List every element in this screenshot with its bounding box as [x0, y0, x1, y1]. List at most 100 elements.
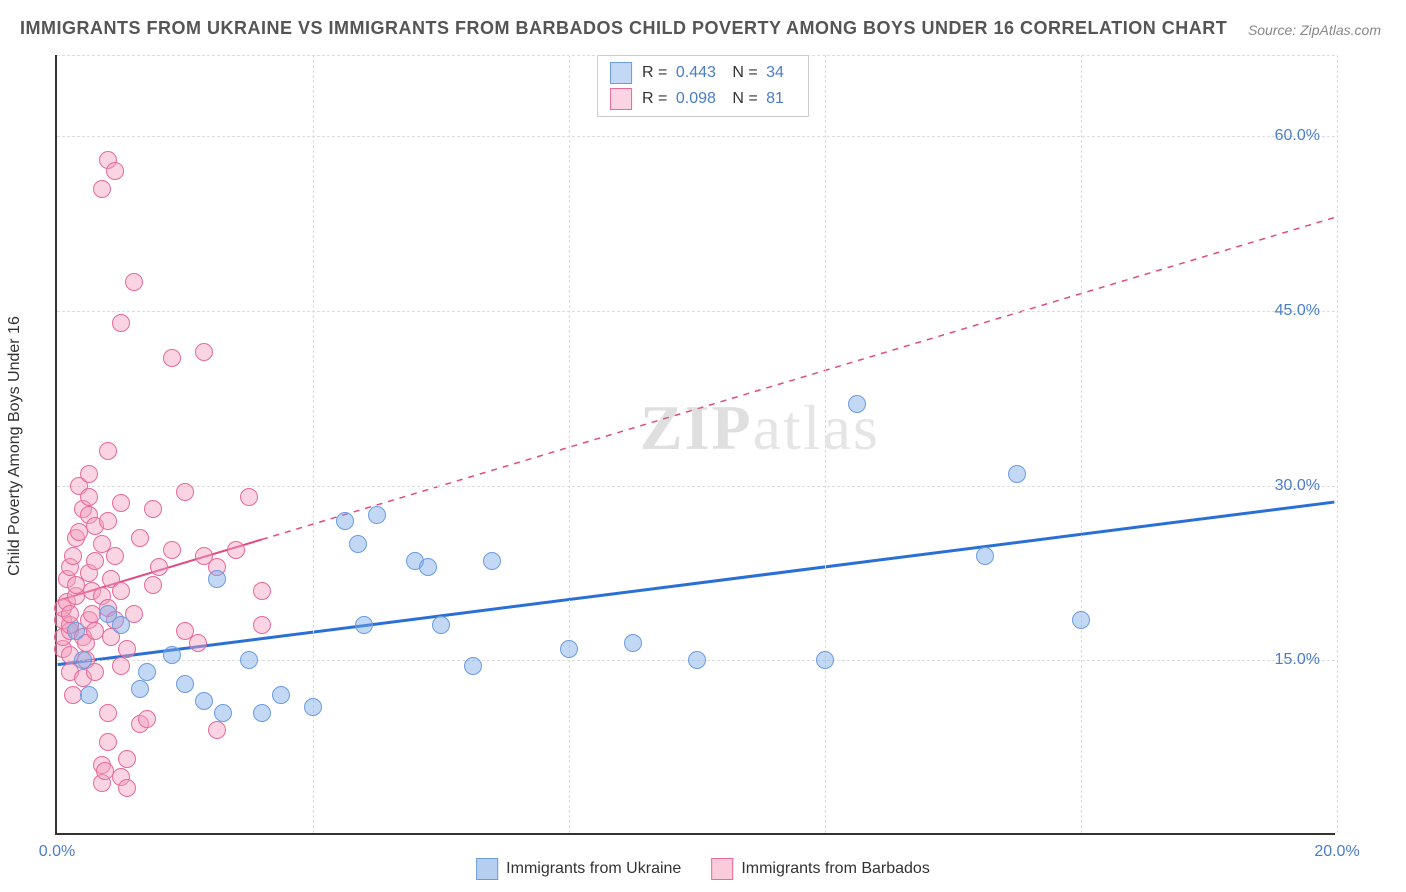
correlation-legend: R = 0.443 N = 34 R = 0.098 N = 81: [597, 55, 809, 117]
scatter-point: [80, 488, 98, 506]
scatter-point: [64, 547, 82, 565]
scatter-point: [112, 494, 130, 512]
scatter-point: [74, 651, 92, 669]
gridline-horizontal: [57, 136, 1335, 137]
trend-line-solid: [58, 502, 1335, 665]
gridline-horizontal: [57, 486, 1335, 487]
scatter-point: [464, 657, 482, 675]
y-axis-label: Child Poverty Among Boys Under 16: [6, 316, 24, 576]
scatter-point: [99, 733, 117, 751]
scatter-point: [304, 698, 322, 716]
scatter-point: [253, 582, 271, 600]
scatter-point: [86, 552, 104, 570]
scatter-point: [118, 750, 136, 768]
plot-area: ZIPatlas 15.0%30.0%45.0%60.0%0.0%20.0%: [55, 55, 1335, 835]
watermark-bold: ZIP: [640, 392, 753, 463]
gridline-horizontal: [57, 311, 1335, 312]
scatter-point: [176, 675, 194, 693]
scatter-point: [106, 162, 124, 180]
scatter-point: [80, 686, 98, 704]
legend-item: Immigrants from Barbados: [711, 858, 930, 880]
legend-stats: R = 0.443 N = 34: [642, 64, 796, 82]
scatter-point: [848, 395, 866, 413]
scatter-point: [112, 314, 130, 332]
scatter-point: [1008, 465, 1026, 483]
scatter-point: [112, 657, 130, 675]
scatter-point: [355, 616, 373, 634]
scatter-point: [624, 634, 642, 652]
scatter-point: [816, 651, 834, 669]
scatter-point: [189, 634, 207, 652]
scatter-point: [131, 529, 149, 547]
legend-label: Immigrants from Barbados: [741, 860, 930, 878]
gridline-vertical: [1337, 55, 1338, 833]
scatter-point: [144, 576, 162, 594]
gridline-vertical: [313, 55, 314, 833]
scatter-point: [349, 535, 367, 553]
scatter-point: [125, 273, 143, 291]
scatter-point: [112, 582, 130, 600]
scatter-point: [61, 605, 79, 623]
scatter-point: [99, 704, 117, 722]
scatter-point: [80, 465, 98, 483]
legend-swatch: [711, 858, 733, 880]
scatter-point: [560, 640, 578, 658]
scatter-point: [99, 442, 117, 460]
y-tick-label: 45.0%: [1275, 302, 1320, 320]
legend-stats: R = 0.098 N = 81: [642, 90, 796, 108]
legend-label: Immigrants from Ukraine: [506, 860, 681, 878]
scatter-point: [208, 570, 226, 588]
trend-line-dashed: [262, 218, 1334, 540]
scatter-point: [240, 488, 258, 506]
scatter-point: [214, 704, 232, 722]
scatter-point: [272, 686, 290, 704]
scatter-point: [150, 558, 168, 576]
chart-title: IMMIGRANTS FROM UKRAINE VS IMMIGRANTS FR…: [20, 18, 1227, 39]
y-tick-label: 60.0%: [1275, 127, 1320, 145]
scatter-point: [336, 512, 354, 530]
x-tick-label: 20.0%: [1314, 843, 1359, 861]
y-tick-label: 15.0%: [1275, 651, 1320, 669]
legend-item: Immigrants from Ukraine: [476, 858, 681, 880]
scatter-point: [1072, 611, 1090, 629]
scatter-point: [163, 646, 181, 664]
scatter-point: [432, 616, 450, 634]
scatter-point: [144, 500, 162, 518]
scatter-point: [163, 349, 181, 367]
scatter-point: [138, 710, 156, 728]
scatter-point: [208, 721, 226, 739]
gridline-vertical: [569, 55, 570, 833]
x-tick-label: 0.0%: [39, 843, 75, 861]
scatter-point: [195, 343, 213, 361]
watermark: ZIPatlas: [640, 391, 880, 465]
legend-swatch: [610, 62, 632, 84]
scatter-point: [112, 616, 130, 634]
scatter-point: [138, 663, 156, 681]
scatter-point: [106, 547, 124, 565]
scatter-point: [67, 622, 85, 640]
legend-row: R = 0.098 N = 81: [610, 86, 796, 112]
scatter-point: [483, 552, 501, 570]
legend-swatch: [476, 858, 498, 880]
scatter-point: [163, 541, 181, 559]
source-attribution: Source: ZipAtlas.com: [1248, 22, 1381, 38]
series-legend: Immigrants from Ukraine Immigrants from B…: [476, 858, 930, 880]
scatter-point: [118, 640, 136, 658]
scatter-point: [419, 558, 437, 576]
gridline-vertical: [1081, 55, 1082, 833]
legend-row: R = 0.443 N = 34: [610, 60, 796, 86]
scatter-point: [253, 704, 271, 722]
scatter-point: [253, 616, 271, 634]
gridline-vertical: [825, 55, 826, 833]
scatter-point: [227, 541, 245, 559]
scatter-point: [93, 180, 111, 198]
scatter-point: [976, 547, 994, 565]
scatter-point: [131, 680, 149, 698]
y-tick-label: 30.0%: [1275, 477, 1320, 495]
scatter-point: [688, 651, 706, 669]
legend-swatch: [610, 88, 632, 110]
trend-lines: [57, 55, 1335, 833]
scatter-point: [368, 506, 386, 524]
scatter-point: [99, 512, 117, 530]
scatter-point: [176, 483, 194, 501]
